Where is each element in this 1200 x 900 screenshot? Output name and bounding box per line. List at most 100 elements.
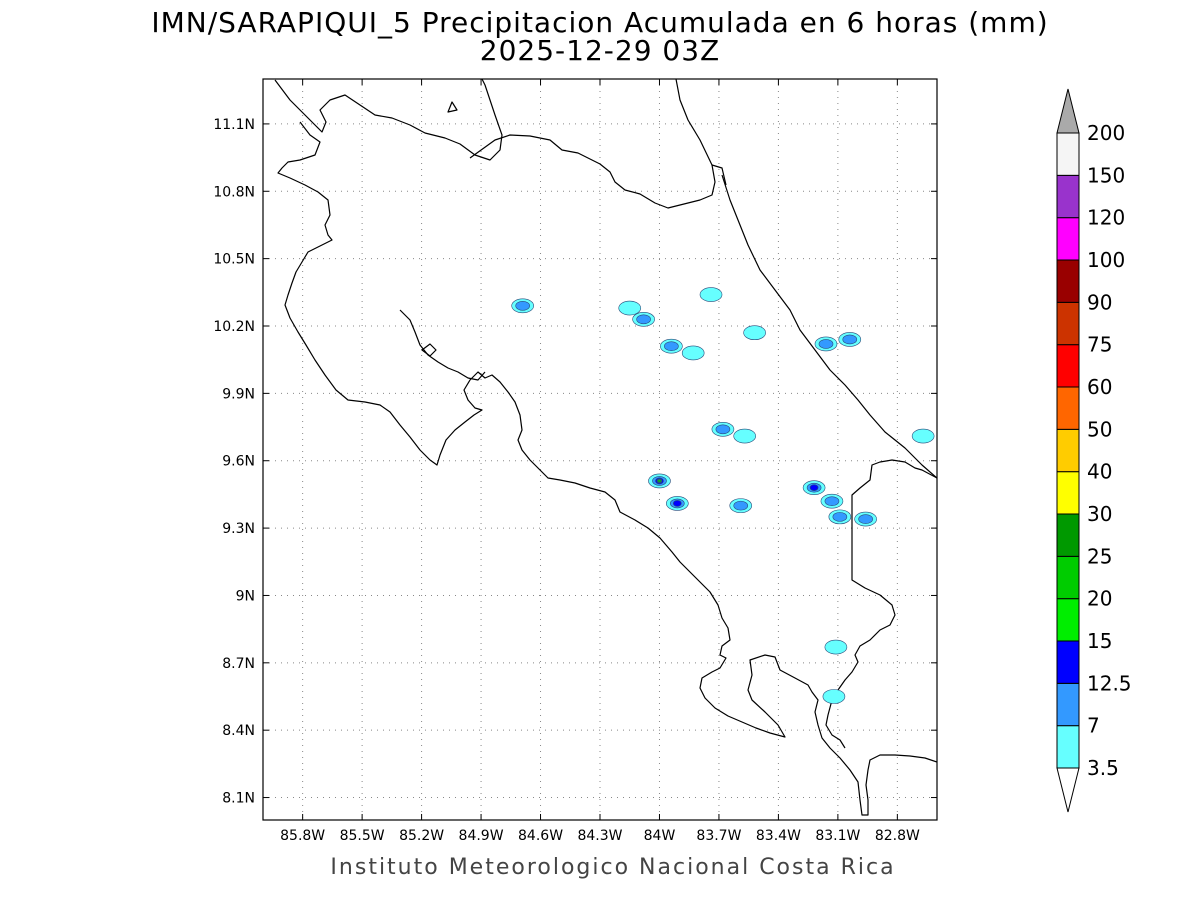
precip-cell: [699, 287, 723, 302]
colorbar-band: [1056, 301, 1080, 346]
precip-cell: [820, 493, 844, 509]
precip-cell: [802, 480, 826, 495]
colorbar-label: 120: [1087, 206, 1125, 230]
precip-contour: [673, 500, 682, 507]
lat-tick-label: 8.4N: [222, 723, 255, 739]
precip-contour: [657, 479, 662, 483]
precip-contour: [824, 496, 840, 506]
cr-caribbean-coast: [721, 174, 937, 479]
colorbar-label: 100: [1087, 248, 1125, 272]
precip-cell: [824, 639, 848, 655]
colorbar-under-triangle: [1056, 767, 1080, 813]
axis-ticks: 85.8W 85.5W 85.2W 84.9W 84.6W 84.3W 84W 83.7W 83…: [213, 79, 937, 844]
precip-contour: [824, 639, 848, 655]
lon-tick-label: 84.3W: [577, 828, 622, 844]
colorbar-band: [1056, 598, 1080, 642]
precip-contour: [699, 287, 723, 302]
colorbar-band: [1056, 555, 1080, 600]
precip-cell: [660, 338, 683, 354]
lat-tick-label: 10.2N: [213, 319, 255, 335]
colorbar-band: [1056, 259, 1080, 303]
colorbar-band: [1056, 725, 1080, 769]
map-frame: [262, 78, 938, 821]
colorbar-band: [1056, 344, 1080, 388]
lat-tick-label: 9.9N: [222, 386, 255, 402]
precip-contour: [681, 345, 705, 361]
lon-tick-label: 85.5W: [340, 828, 385, 844]
precip-cell: [618, 300, 642, 316]
precip-cell: [822, 689, 846, 704]
precip-cell: [733, 428, 757, 444]
coastline: [274, 79, 937, 816]
lon-tick-label: 82.8W: [875, 828, 920, 844]
precip-contour: [822, 689, 846, 704]
colorbar-band: [1056, 386, 1080, 430]
lon-tick-label: 85.2W: [399, 828, 444, 844]
colorbar-label: 90: [1087, 290, 1112, 314]
precip-cell: [828, 509, 852, 525]
lon-tick-label: 85.8W: [280, 828, 325, 844]
precip-cell: [729, 498, 753, 513]
precip-contour: [733, 428, 757, 444]
colorbar-label: 20: [1087, 587, 1112, 611]
precip-contour: [733, 500, 749, 511]
lon-tick-label: 84.6W: [518, 828, 563, 844]
precip-cell: [814, 336, 838, 352]
nicaragua-lake-shore: [274, 79, 503, 161]
precip-cell: [854, 511, 877, 527]
colorbar-band: [1056, 513, 1080, 557]
precip-contour: [809, 484, 819, 491]
credit-text: Instituto Meteorologico Nacional Costa R…: [330, 855, 896, 880]
lon-tick-label: 83.7W: [696, 828, 741, 844]
colorbar-label: 30: [1087, 502, 1112, 526]
cr-nicaragua-border: [469, 134, 727, 209]
precip-cell: [743, 325, 766, 341]
lat-tick-label: 8.7N: [222, 656, 255, 672]
lat-lon-grid: [263, 79, 937, 820]
lat-tick-label: 10.5N: [213, 252, 255, 268]
precip-contour: [858, 514, 873, 524]
colorbar-label: 75: [1087, 333, 1112, 357]
colorbar-band: [1056, 682, 1080, 727]
colorbar-label: 40: [1087, 460, 1112, 484]
precip-contour: [715, 424, 731, 435]
precip-cell: [632, 311, 655, 327]
colorbar-label: 150: [1087, 163, 1125, 187]
precip-cell: [911, 428, 935, 444]
lat-tick-label: 11.1N: [213, 117, 255, 133]
nicaragua-caribbean-coast: [675, 79, 713, 166]
precip-contour: [911, 428, 935, 444]
colorbar-label: 12.5: [1087, 671, 1132, 695]
precip-contour: [636, 314, 651, 325]
cr-pacific-coast: [277, 121, 937, 816]
precipitation-contours: [511, 287, 935, 704]
precip-contour: [743, 325, 766, 341]
chira-island: [421, 343, 437, 357]
precip-cell: [681, 345, 705, 361]
precip-contour: [664, 341, 679, 352]
precip-cell: [666, 496, 689, 511]
colorbar-band: [1056, 640, 1080, 684]
precip-contour: [832, 512, 848, 522]
colorbar-band: [1056, 174, 1080, 219]
precip-contour: [842, 334, 858, 345]
colorbar-band: [1056, 217, 1080, 261]
colorbar: 3.5 7 12.5 15 20 25 30 40 50 60 75 90 100 120 150 200: [1056, 88, 1132, 813]
lon-tick-label: 83.1W: [815, 828, 860, 844]
precip-contour: [618, 300, 642, 316]
map-title: IMN/SARAPIQUI_5 Precipitacion Acumulada …: [151, 6, 1049, 39]
colorbar-label: 60: [1087, 375, 1112, 399]
colorbar-label: 15: [1087, 629, 1112, 653]
lat-tick-label: 9.3N: [222, 521, 255, 537]
colorbar-label: 200: [1087, 121, 1125, 145]
precip-contour: [515, 300, 530, 311]
colorbar-label: 25: [1087, 544, 1112, 568]
colorbar-band: [1056, 471, 1080, 515]
colorbar-band: [1056, 132, 1080, 176]
lon-tick-label: 84W: [644, 828, 676, 844]
gulf-of-nicoya-shore: [399, 309, 486, 381]
colorbar-label: 3.5: [1087, 756, 1119, 780]
precip-cell: [648, 473, 671, 489]
lat-tick-label: 9N: [236, 588, 255, 604]
